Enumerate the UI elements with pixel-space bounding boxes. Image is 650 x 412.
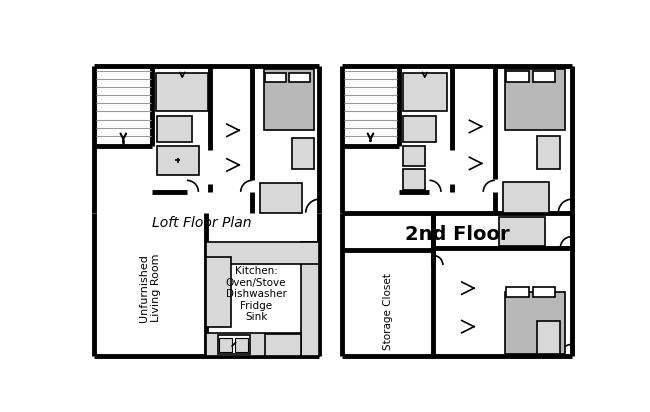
Text: Unfurnished
Living Room: Unfurnished Living Room xyxy=(139,254,161,323)
Ellipse shape xyxy=(165,80,199,104)
Circle shape xyxy=(267,336,274,344)
Bar xyxy=(534,71,555,82)
Bar xyxy=(403,146,424,166)
Bar xyxy=(206,242,319,264)
Bar xyxy=(292,138,314,169)
Bar xyxy=(219,338,232,352)
Bar xyxy=(156,73,209,111)
Circle shape xyxy=(411,176,417,182)
Circle shape xyxy=(515,190,536,211)
Bar xyxy=(218,335,250,353)
Bar xyxy=(157,146,199,175)
Circle shape xyxy=(277,345,285,353)
Bar xyxy=(534,287,555,297)
Text: 2nd Floor: 2nd Floor xyxy=(405,225,510,244)
Bar xyxy=(403,73,447,111)
Ellipse shape xyxy=(410,80,439,103)
Circle shape xyxy=(410,120,428,139)
Bar xyxy=(506,71,530,82)
Circle shape xyxy=(406,148,422,164)
Circle shape xyxy=(270,190,292,211)
Bar xyxy=(235,338,248,352)
Text: Kitchen:
Oven/Stove
Dishwasher
Fridge
Sink: Kitchen: Oven/Stove Dishwasher Fridge Si… xyxy=(226,266,287,323)
Bar xyxy=(157,116,192,142)
Text: Storage Closet: Storage Closet xyxy=(383,273,393,350)
Circle shape xyxy=(411,152,417,159)
Bar xyxy=(506,287,530,297)
Circle shape xyxy=(164,119,185,139)
Bar xyxy=(289,73,310,82)
Bar xyxy=(403,117,436,142)
Bar xyxy=(505,69,565,130)
Bar xyxy=(505,292,565,353)
Circle shape xyxy=(277,336,285,344)
Bar xyxy=(265,335,301,356)
Bar xyxy=(260,183,302,213)
Bar xyxy=(301,242,319,356)
Circle shape xyxy=(176,158,180,163)
Bar xyxy=(265,73,286,82)
Bar xyxy=(537,321,560,353)
Bar xyxy=(206,333,301,356)
Circle shape xyxy=(511,222,532,243)
Bar xyxy=(499,217,545,246)
Bar xyxy=(403,169,424,190)
Bar xyxy=(502,182,549,213)
Bar xyxy=(537,136,560,169)
Bar xyxy=(206,258,231,327)
Circle shape xyxy=(406,171,422,187)
Circle shape xyxy=(267,345,274,353)
Text: Loft Floor Plan: Loft Floor Plan xyxy=(153,216,252,230)
Circle shape xyxy=(168,150,188,170)
Bar xyxy=(264,69,314,130)
